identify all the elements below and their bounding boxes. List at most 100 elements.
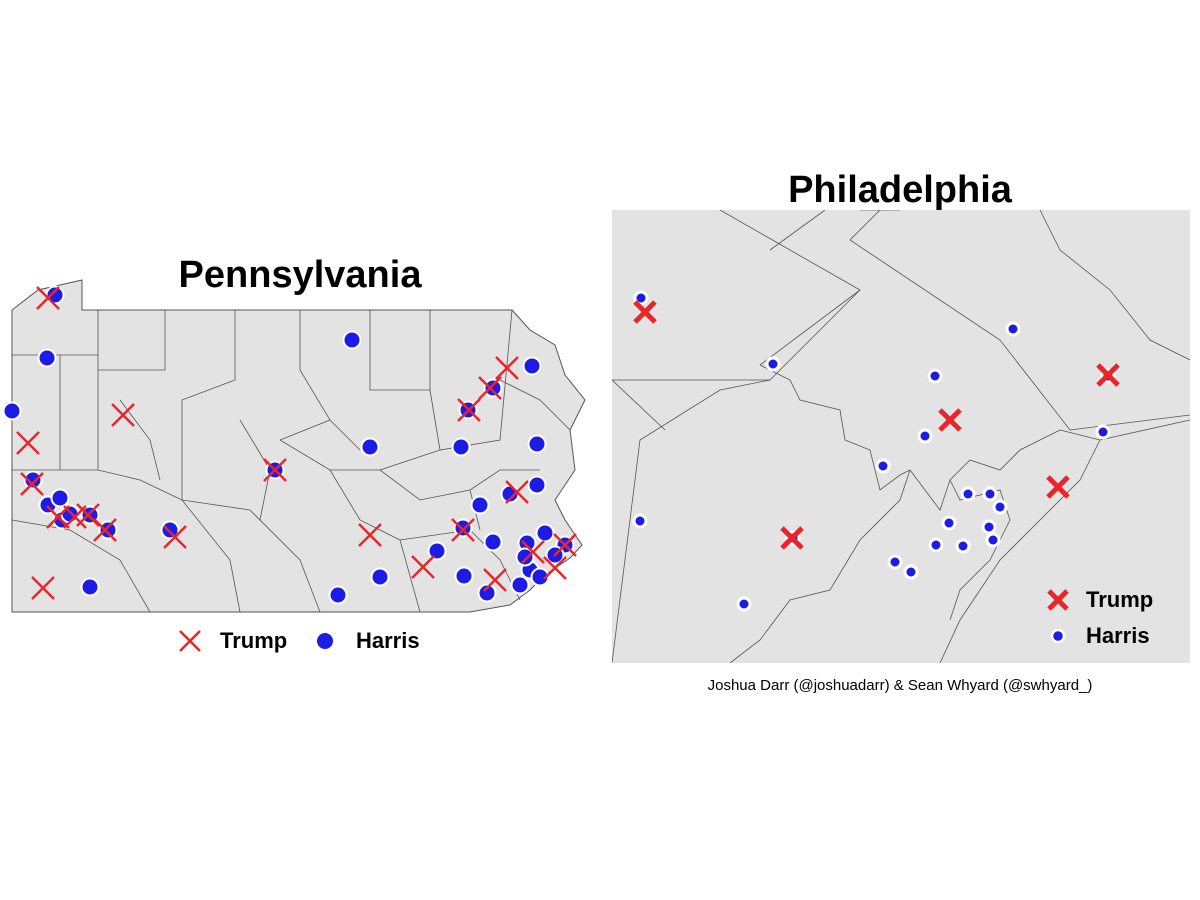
trump-marker (263, 458, 287, 482)
harris-marker (342, 330, 362, 350)
harris-marker (360, 437, 380, 457)
harris-marker (470, 495, 490, 515)
harris-marker (2, 401, 22, 421)
trump-stroke (553, 533, 577, 557)
trump-stroke (358, 523, 382, 547)
trump-stroke (457, 398, 481, 422)
legend-harris-symbol (317, 633, 333, 649)
harris-marker (527, 434, 547, 454)
harris-marker (1095, 424, 1111, 440)
trump-stroke (1096, 363, 1120, 387)
trump-stroke (451, 518, 475, 542)
trump-stroke (263, 458, 287, 482)
legend-trump-symbol (1047, 589, 1069, 611)
map-title: Philadelphia (788, 169, 1013, 211)
pennsylvania-map: Pennsylvania Trump Harris (2, 254, 586, 653)
harris-marker (477, 583, 497, 603)
harris-marker (875, 458, 891, 474)
harris-marker (60, 504, 80, 524)
harris-marker (483, 378, 503, 398)
trump-marker (411, 555, 435, 579)
trump-stroke (1046, 475, 1070, 499)
legend: Trump Harris (179, 628, 420, 653)
trump-stroke (478, 376, 502, 400)
trump-marker (633, 300, 657, 324)
harris-marker (50, 488, 70, 508)
trump-stroke (543, 556, 567, 580)
trump-marker (20, 472, 44, 496)
harris-marker (427, 541, 447, 561)
harris-marker (941, 515, 957, 531)
boundary-lines (612, 210, 1190, 663)
trump-marker (938, 408, 962, 432)
legend-label: Trump (220, 628, 287, 653)
harris-marker (45, 285, 65, 305)
trump-marker (93, 518, 117, 542)
map-background (612, 210, 1190, 663)
trump-stroke (411, 555, 435, 579)
legend-trump-symbol (179, 630, 201, 652)
trump-marker (358, 523, 382, 547)
trump-stroke (938, 408, 962, 432)
credit: Joshua Darr (@joshuadarr) & Sean Whyard … (708, 677, 1093, 694)
trump-stroke (163, 525, 187, 549)
trump-marker (451, 518, 475, 542)
harris-marker (328, 585, 348, 605)
trump-marker (478, 376, 502, 400)
trump-marker (495, 356, 519, 380)
harris-marker (453, 518, 473, 538)
harris-marker (960, 486, 976, 502)
harris-marker (1005, 321, 1021, 337)
harris-marker (515, 547, 535, 567)
trump-marker (505, 480, 529, 504)
trump-stroke (483, 568, 507, 592)
legend-label: Trump (1086, 587, 1153, 612)
trump-stroke (76, 503, 100, 527)
harris-marker (454, 566, 474, 586)
legend-label: Harris (356, 628, 420, 653)
harris-marker (160, 520, 180, 540)
harris-marker (80, 577, 100, 597)
harris-marker (982, 486, 998, 502)
harris-marker (927, 368, 943, 384)
trump-marker (16, 431, 40, 455)
trump-stroke (495, 356, 519, 380)
harris-marker (736, 596, 752, 612)
trump-stroke (46, 505, 70, 529)
trump-marker (521, 540, 545, 564)
harris-marker (928, 537, 944, 553)
trump-stroke (633, 300, 657, 324)
harris-marker (522, 356, 542, 376)
trump-marker (36, 286, 60, 310)
trump-marker (31, 576, 55, 600)
trump-stroke (16, 431, 40, 455)
harris-marker (530, 567, 550, 587)
trump-marker (780, 526, 804, 550)
harris-marker (510, 575, 530, 595)
harris-marker (535, 523, 555, 543)
harris-marker (887, 554, 903, 570)
trump-marker (76, 503, 100, 527)
trump-stroke (31, 576, 55, 600)
harris-marker (527, 475, 547, 495)
legend: Trump Harris (1047, 587, 1153, 648)
trump-stroke (20, 472, 44, 496)
trump-marker (1046, 475, 1070, 499)
legend-label: Harris (1086, 623, 1150, 648)
trump-stroke (93, 518, 117, 542)
pa-markers (2, 285, 577, 605)
harris-marker (23, 470, 43, 490)
trump-marker (483, 568, 507, 592)
harris-marker (633, 290, 649, 306)
trump-stroke (505, 480, 529, 504)
harris-marker (955, 538, 971, 554)
harris-marker (903, 564, 919, 580)
trump-marker (1096, 363, 1120, 387)
harris-marker (451, 437, 471, 457)
harris-marker (37, 348, 57, 368)
trump-marker (163, 525, 187, 549)
harris-marker (985, 532, 1001, 548)
trump-marker (46, 505, 70, 529)
trump-marker (111, 403, 135, 427)
